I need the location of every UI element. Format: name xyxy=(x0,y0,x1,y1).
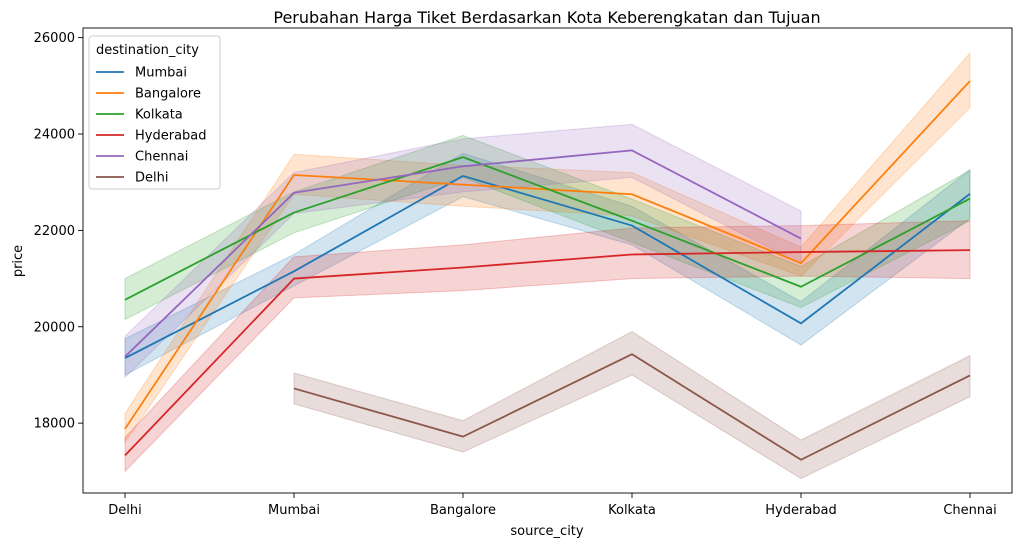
legend-title: destination_city xyxy=(96,43,199,58)
chart-title: Perubahan Harga Tiket Berdasarkan Kota K… xyxy=(273,8,820,27)
x-axis-label: source_city xyxy=(510,524,584,539)
axes xyxy=(82,27,1013,494)
y-tick-label: 22000 xyxy=(34,224,75,239)
series-line-kolkata xyxy=(124,156,971,301)
y-tick-label: 18000 xyxy=(34,417,75,432)
legend-entry: Mumbai xyxy=(135,66,187,81)
ci-band-bangalore xyxy=(124,51,971,445)
legend-entry: Kolkata xyxy=(135,108,183,123)
ci-band-delhi xyxy=(293,330,971,480)
ci-band-chennai xyxy=(124,123,802,379)
confidence-bands xyxy=(124,51,971,480)
y-tick-label: 20000 xyxy=(34,320,75,335)
legend-entry: Delhi xyxy=(135,171,168,186)
x-tick-label: Delhi xyxy=(108,503,141,518)
series-line-mumbai xyxy=(124,175,971,359)
ci-band-kolkata xyxy=(124,134,971,321)
x-tick-label: Mumbai xyxy=(268,503,320,518)
legend-box xyxy=(88,35,221,190)
x-tick-label: Bangalore xyxy=(430,503,496,518)
y-ticks: 18000 20000 22000 24000 26000 xyxy=(34,31,83,432)
series-line-chennai xyxy=(124,149,802,358)
x-tick-label: Hyderabad xyxy=(765,503,837,518)
ci-band-mumbai xyxy=(124,152,971,376)
legend-items: Mumbai Bangalore Kolkata Hyderabad Chennai De… xyxy=(96,66,207,186)
series-lines xyxy=(124,80,971,461)
y-tick-label: 24000 xyxy=(34,128,75,143)
x-tick-label: Kolkata xyxy=(608,503,656,518)
legend-entry: Bangalore xyxy=(135,87,201,102)
series-line-hyderabad xyxy=(124,249,971,457)
legend-entry: Hyderabad xyxy=(135,129,207,144)
y-axis-label: price xyxy=(11,245,26,277)
legend-entry: Chennai xyxy=(135,150,188,165)
x-ticks: Delhi Mumbai Bangalore Kolkata Hyderabad Chen… xyxy=(108,493,997,518)
ci-band-hyderabad xyxy=(124,220,971,473)
plot-frame xyxy=(82,27,1013,494)
series-line-delhi xyxy=(293,353,971,461)
y-tick-label: 26000 xyxy=(34,31,75,46)
x-tick-label: Chennai xyxy=(943,503,996,518)
legend: destination_city Mumbai Bangalore Kolkata H… xyxy=(88,35,221,190)
